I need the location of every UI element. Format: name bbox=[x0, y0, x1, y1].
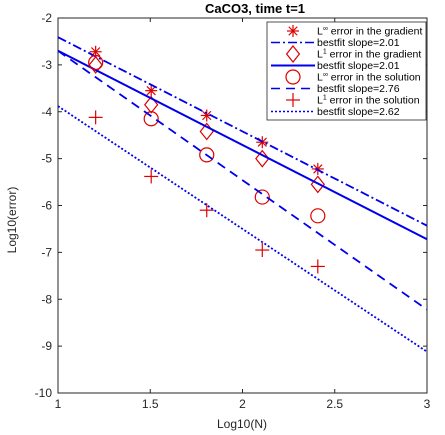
y-tick-label: -5 bbox=[41, 152, 52, 166]
legend-marker-plus bbox=[286, 93, 300, 107]
y-tick-label: -9 bbox=[41, 339, 52, 353]
legend-entry: bestfit slope=2.01 bbox=[271, 60, 400, 72]
x-tick-label: 1.5 bbox=[142, 397, 159, 411]
circle-shape bbox=[254, 189, 270, 205]
y-tick-label: -6 bbox=[41, 199, 52, 213]
x-axis: 1 1.5 2 2.5 3 bbox=[55, 18, 431, 411]
x-axis-label: Log10(N) bbox=[217, 417, 267, 431]
series-plus bbox=[88, 110, 325, 274]
data-point-circle bbox=[143, 111, 159, 127]
legend-entry: L1 error in the gradient bbox=[285, 45, 421, 63]
data-point-diamond bbox=[255, 149, 270, 168]
y-axis-label: Log10(error) bbox=[5, 187, 19, 254]
legend-entry: L1 error in the solution bbox=[286, 93, 420, 107]
x-tick-label: 1 bbox=[55, 397, 62, 411]
legend-label-rest: error in the gradient bbox=[328, 26, 423, 38]
legend-label: L∞ error in the solution bbox=[317, 72, 421, 84]
legend-marker-diamond bbox=[285, 45, 301, 63]
y-tick-label: -8 bbox=[41, 292, 52, 306]
y-tick-label: -10 bbox=[35, 386, 53, 400]
legend-label: bestfit slope=2.76 bbox=[317, 83, 400, 95]
data-point-plus bbox=[144, 169, 159, 184]
legend-entry: L∞ error in the solution bbox=[285, 69, 421, 85]
asterisk-stroke bbox=[146, 85, 156, 96]
x-tick-label: 3 bbox=[424, 397, 431, 411]
y-tick-label: -7 bbox=[41, 245, 52, 259]
data-point-circle bbox=[88, 54, 104, 71]
bestfit-line-dashdot bbox=[58, 36, 427, 227]
data-point-circle bbox=[310, 208, 326, 224]
x-tick-label: 2 bbox=[239, 397, 246, 411]
y-tick-label: -2 bbox=[41, 11, 52, 25]
legend-label-rest: error in the solution bbox=[328, 72, 421, 84]
legend-entry: L∞ error in the gradient bbox=[287, 25, 422, 38]
legend-label-main: L bbox=[317, 72, 323, 84]
data-point-plus bbox=[88, 110, 103, 125]
data-point-diamond bbox=[88, 55, 103, 74]
bestfit-line-dashed bbox=[58, 50, 427, 311]
legend-entry: bestfit slope=2.01 bbox=[271, 37, 400, 49]
data-point-plus bbox=[310, 259, 325, 274]
legend-entry: bestfit slope=2.62 bbox=[271, 106, 400, 118]
data-point-circle bbox=[254, 189, 270, 205]
legend-entry: bestfit slope=2.76 bbox=[271, 83, 400, 95]
x-tick-label: 2.5 bbox=[326, 397, 343, 411]
legend-label: L∞ error in the gradient bbox=[317, 26, 422, 38]
data-point-diamond bbox=[144, 95, 159, 114]
series-layer bbox=[58, 36, 427, 353]
legend-label: bestfit slope=2.62 bbox=[317, 106, 400, 118]
legend-label-sup: ∞ bbox=[323, 72, 328, 79]
diamond-shape bbox=[88, 55, 103, 74]
legend-label-sup: ∞ bbox=[323, 26, 328, 33]
circle-shape bbox=[285, 69, 301, 85]
circle-shape bbox=[199, 147, 215, 163]
legend-label: L1 error in the solution bbox=[317, 95, 420, 107]
asterisk-stroke bbox=[288, 26, 298, 36]
legend-marker-circle bbox=[285, 69, 301, 85]
data-point-plus bbox=[199, 203, 214, 218]
circle-shape bbox=[310, 208, 326, 224]
diamond-shape bbox=[255, 149, 270, 168]
diamond-shape bbox=[285, 45, 301, 63]
circle-shape bbox=[143, 111, 159, 127]
legend-label-main: L bbox=[317, 26, 323, 38]
series-circle bbox=[88, 54, 326, 224]
data-point-plus bbox=[255, 243, 270, 258]
legend-label-main: L bbox=[317, 95, 323, 107]
asterisk-stroke bbox=[202, 110, 212, 121]
diamond-shape bbox=[144, 95, 159, 114]
legend-label: bestfit slope=2.01 bbox=[317, 37, 400, 49]
legend-label-main: L bbox=[317, 49, 323, 61]
bestfit-line-solid bbox=[58, 49, 427, 241]
chart-title: CaCO3, time t=1 bbox=[205, 1, 305, 16]
legend-label-rest: error in the solution bbox=[327, 95, 420, 107]
legend-label-sup: 1 bbox=[323, 49, 327, 56]
legend-marker-asterisk bbox=[287, 25, 299, 37]
legend-label-rest: error in the gradient bbox=[327, 49, 422, 61]
y-tick-label: -4 bbox=[41, 105, 52, 119]
legend-label-sup: 1 bbox=[323, 95, 327, 102]
bestfit-line-dotted bbox=[58, 105, 427, 353]
data-point-asterisk bbox=[145, 84, 158, 97]
circle-shape bbox=[88, 54, 104, 71]
legend-label: L1 error in the gradient bbox=[317, 49, 421, 61]
legend-label: bestfit slope=2.01 bbox=[317, 60, 400, 72]
data-point-circle bbox=[199, 147, 215, 163]
y-axis: -2 -3 -4 -5 -6 -7 -8 -9 -10 bbox=[35, 11, 427, 400]
y-tick-label: -3 bbox=[41, 58, 52, 72]
